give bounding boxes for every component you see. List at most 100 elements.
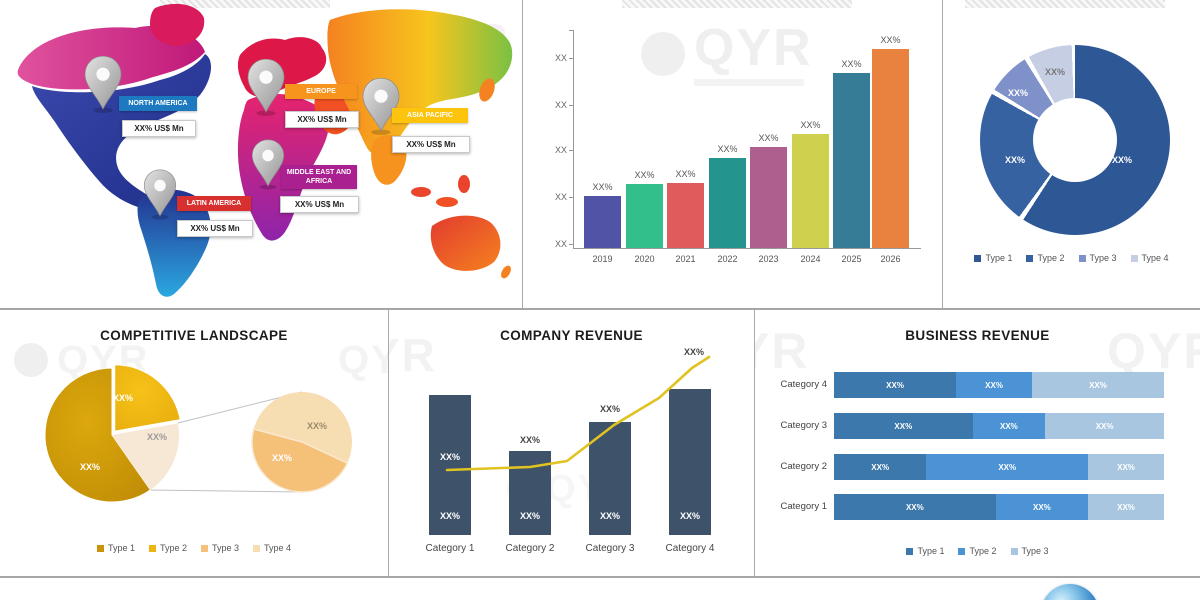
y-tick-label: XX bbox=[554, 239, 567, 249]
segment-type3: XX% bbox=[1045, 413, 1164, 439]
region-tag-latin-america: LATIN AMERICA bbox=[177, 196, 251, 212]
growth-bar-label: XX% bbox=[592, 182, 613, 192]
pie-of-pie-chart bbox=[44, 363, 352, 503]
year-label: 2023 bbox=[758, 254, 779, 264]
cropped-panel-title bbox=[622, 0, 852, 8]
y-tick-label: XX bbox=[554, 192, 567, 202]
donut-slice-label: XX% bbox=[1044, 67, 1066, 77]
y-tick bbox=[569, 30, 573, 31]
growth-bar-label: XX% bbox=[675, 169, 696, 179]
segment-type2: XX% bbox=[956, 372, 1032, 398]
legend-swatch bbox=[958, 547, 966, 555]
pie-connector-bottom bbox=[149, 489, 303, 493]
pin-asia-pacific bbox=[362, 77, 400, 135]
growth-bar-2020 bbox=[626, 184, 663, 248]
legend-item: Type 4 bbox=[1130, 253, 1169, 263]
y-tick-label: XX bbox=[554, 53, 567, 63]
growth-bar-label: XX% bbox=[800, 120, 821, 130]
stacked-bar-category2: XX% XX% XX% bbox=[834, 454, 1164, 480]
panel-business-revenue: QYR QYR BUSINESS REVENUE Category 4 XX% … bbox=[755, 310, 1200, 576]
panel-competitive-landscape: QYR QYR COMPETITIVE LANDSCAPE bbox=[0, 310, 388, 576]
pie-label-other: XX% bbox=[146, 432, 168, 442]
y-tick bbox=[569, 105, 573, 106]
region-tag-asia-pacific: ASIA PACIFIC bbox=[392, 108, 468, 124]
legend-item: Type 4 bbox=[253, 543, 291, 553]
company-bar-category3 bbox=[589, 422, 631, 535]
donut-chart bbox=[980, 45, 1170, 235]
continent-australia bbox=[430, 215, 501, 271]
segment-type2: XX% bbox=[972, 413, 1046, 439]
secondary-pie-type4 bbox=[253, 391, 352, 464]
region-value-north-america: XX% US$ Mn bbox=[122, 120, 196, 137]
bottom-row-divider-2 bbox=[754, 310, 755, 576]
segment-type3: XX% bbox=[1088, 494, 1164, 520]
donut-hole bbox=[1033, 98, 1117, 182]
year-label: 2025 bbox=[841, 254, 862, 264]
pin-north-america bbox=[84, 55, 122, 113]
continent-south-america bbox=[137, 189, 211, 297]
legend-swatch bbox=[201, 544, 208, 552]
bottom-row-divider-1 bbox=[388, 310, 389, 576]
y-tick bbox=[569, 150, 573, 151]
region-tag-europe: EUROPE bbox=[285, 84, 357, 100]
secondary-pie-type3 bbox=[251, 428, 349, 493]
panel-growth-chart: QYR XX XX XX XX XX XX% XX% XX% XX% XX% bbox=[523, 0, 942, 308]
donut-slice-label: XX% bbox=[1007, 88, 1029, 98]
pie-slice-other bbox=[112, 423, 179, 490]
year-label: 2022 bbox=[717, 254, 738, 264]
legend-item: Type 2 bbox=[958, 546, 997, 556]
cropped-panel-title bbox=[160, 0, 330, 8]
line-label: XX% bbox=[599, 404, 621, 414]
legend-item: Type 1 bbox=[906, 546, 944, 556]
donut-slice-label: XX% bbox=[1004, 155, 1026, 165]
line-label: XX% bbox=[683, 347, 705, 357]
stacked-bar-category1: XX% XX% XX% bbox=[834, 494, 1164, 520]
row-label-category2: Category 2 bbox=[780, 461, 827, 472]
region-japan bbox=[479, 78, 495, 102]
bar-label: XX% bbox=[679, 511, 701, 521]
year-label: 2020 bbox=[634, 254, 655, 264]
legend-swatch bbox=[906, 547, 914, 555]
x-axis-line bbox=[573, 248, 921, 249]
pin-europe bbox=[247, 58, 285, 116]
y-tick bbox=[569, 244, 573, 245]
year-label: 2019 bbox=[592, 254, 613, 264]
region-value-asia-pacific: XX% US$ Mn bbox=[392, 136, 470, 153]
category-label: Category 1 bbox=[425, 543, 475, 554]
islands-se-asia-1 bbox=[411, 187, 431, 197]
y-tick bbox=[569, 197, 573, 198]
row-divider bbox=[0, 308, 1200, 310]
pie-label-type1: XX% bbox=[79, 462, 101, 472]
growth-bar-2021 bbox=[667, 183, 704, 248]
stacked-bar-category3: XX% XX% XX% bbox=[834, 413, 1164, 439]
row-label-category1: Category 1 bbox=[780, 501, 827, 512]
growth-bar-label: XX% bbox=[880, 35, 901, 45]
legend-swatch bbox=[1026, 254, 1034, 262]
growth-bar-2019 bbox=[584, 196, 621, 248]
bottom-border bbox=[0, 576, 1200, 578]
year-label: 2024 bbox=[800, 254, 821, 264]
continent-greenland bbox=[150, 3, 205, 46]
legend-swatch bbox=[1078, 254, 1086, 262]
region-tag-middle-east-africa: MIDDLE EAST AND AFRICA bbox=[281, 165, 357, 190]
growth-bar-2023 bbox=[750, 147, 787, 248]
legend-item: Type 3 bbox=[1010, 546, 1049, 556]
growth-bar-label: XX% bbox=[841, 59, 862, 69]
segment-type1: XX% bbox=[834, 454, 927, 480]
donut-slice-label: XX% bbox=[1111, 155, 1133, 165]
legend-swatch bbox=[253, 544, 261, 552]
bar-label: XX% bbox=[519, 511, 541, 521]
growth-bar-label: XX% bbox=[758, 133, 779, 143]
row-label-category3: Category 3 bbox=[780, 420, 827, 431]
y-tick-label: XX bbox=[554, 100, 567, 110]
panel-donut-chart: QYR XX% XX% XX% XX% Type 1 Type 2 Type 3… bbox=[943, 0, 1200, 308]
line-label: XX% bbox=[519, 435, 541, 445]
category-label: Category 4 bbox=[665, 543, 715, 554]
company-bar-category4 bbox=[669, 389, 711, 535]
top-row-divider-1 bbox=[522, 0, 523, 308]
legend-item: Type 1 bbox=[974, 253, 1012, 263]
segment-type3: XX% bbox=[1088, 454, 1164, 480]
donut-legend: Type 1 Type 2 Type 3 Type 4 bbox=[943, 253, 1200, 263]
growth-bar-2024 bbox=[792, 134, 829, 248]
